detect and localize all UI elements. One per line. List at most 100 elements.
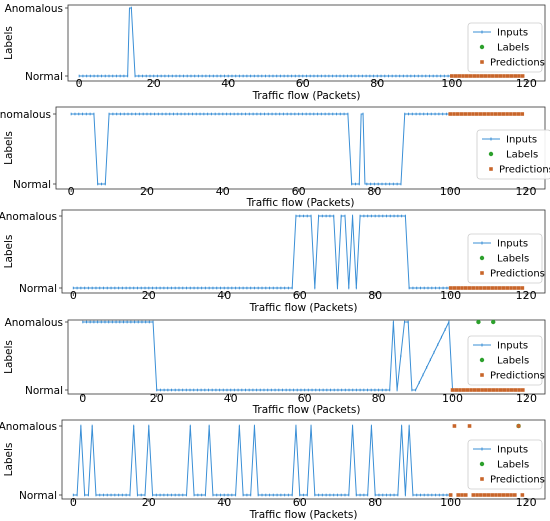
y-tick-label-anomalous: Anomalous	[5, 3, 63, 15]
predictions-point	[448, 286, 453, 290]
chart-panel-4: 0 20 40 60 80 100 120 Normal Anomalous Traffic fl…	[3, 317, 546, 416]
predictions-point	[450, 388, 455, 392]
predictions-point	[461, 388, 466, 392]
legend-predictions-swatch	[480, 477, 484, 481]
y-tick-label-normal: Normal	[13, 179, 51, 191]
predictions-point	[505, 493, 510, 497]
predictions-point	[460, 493, 464, 497]
predictions-point	[520, 493, 525, 497]
predictions-point	[454, 388, 459, 392]
predictions-point	[502, 74, 506, 78]
predictions-point	[474, 112, 479, 116]
x-tick-label: 60	[293, 289, 307, 302]
axes-frame	[61, 209, 546, 294]
predictions-point	[456, 493, 461, 497]
x-axis-label: Traffic flow (Packets)	[246, 197, 355, 209]
predictions-point	[484, 388, 488, 392]
legend: Inputs Labels Predictions	[467, 439, 545, 490]
x-tick-label: 100	[442, 392, 463, 405]
legend-predictions-label: Predictions	[490, 269, 545, 280]
legend-inputs-label: Inputs	[497, 239, 528, 250]
legend-labels-label: Labels	[497, 356, 529, 367]
predictions-point	[502, 388, 507, 392]
predictions-point	[459, 112, 464, 116]
predictions-point	[469, 388, 473, 392]
predictions-point	[493, 112, 498, 116]
predictions-point	[478, 112, 483, 116]
predictions-point	[491, 74, 495, 78]
legend-predictions-swatch	[480, 373, 484, 377]
predictions-point	[490, 493, 494, 497]
predictions-point	[509, 74, 514, 78]
axes-frame	[61, 419, 546, 500]
predictions-point	[472, 388, 477, 392]
predictions-point	[505, 286, 510, 290]
predictions-point	[471, 493, 476, 497]
x-tick-label: 60	[293, 496, 307, 509]
predictions-point	[509, 388, 514, 392]
predictions-point	[509, 286, 513, 290]
predictions-point	[486, 286, 491, 290]
predictions-point	[497, 493, 502, 497]
inputs-series-line	[73, 215, 451, 289]
predictions-point	[494, 286, 498, 290]
predictions-point	[494, 493, 498, 497]
x-tick-label: 0	[68, 185, 75, 198]
predictions-point	[501, 112, 506, 116]
legend-predictions-label: Predictions	[490, 371, 545, 382]
x-tick-label: 120	[516, 185, 537, 198]
legend-inputs-label: Inputs	[497, 28, 528, 39]
y-tick-label-normal: Normal	[25, 71, 63, 83]
legend-labels-swatch	[488, 151, 494, 157]
predictions-point	[468, 74, 473, 78]
legend-labels-swatch	[479, 255, 485, 261]
x-tick-label: 40	[224, 392, 238, 405]
legend-labels-label: Labels	[497, 43, 529, 54]
predictions-point	[472, 74, 476, 78]
y-tick-label-anomalous: Anomalous	[0, 211, 57, 223]
predictions-point	[475, 493, 479, 497]
x-axis-label: Traffic flow (Packets)	[252, 404, 361, 416]
predictions-point	[464, 74, 469, 78]
predictions-point	[482, 286, 487, 290]
x-tick-label: 80	[368, 496, 382, 509]
predictions-point	[495, 388, 499, 392]
predictions-point	[513, 493, 517, 497]
x-tick-label: 120	[516, 496, 537, 509]
predictions-point	[501, 493, 506, 497]
predictions-point	[479, 286, 483, 290]
x-tick-label: 80	[370, 77, 384, 90]
predictions-point	[487, 74, 491, 78]
chart-panel-3: 0 20 40 60 80 100 120 Normal Anomalous Traffic fl…	[0, 209, 546, 314]
legend-box	[467, 233, 543, 284]
predictions-point	[467, 424, 472, 428]
predictions-point	[516, 112, 521, 116]
predictions-point	[494, 74, 499, 78]
predictions-point	[475, 286, 479, 290]
x-tick-label: 0	[76, 77, 83, 90]
x-tick-label: 40	[216, 185, 230, 198]
predictions-point	[513, 74, 517, 78]
predictions-point	[487, 388, 492, 392]
legend: Inputs Labels Predictions	[467, 233, 545, 284]
predictions-point	[467, 112, 471, 116]
predictions-point	[520, 112, 525, 116]
legend-predictions-swatch	[489, 167, 493, 171]
predictions-point	[456, 286, 461, 290]
predictions-point	[513, 388, 518, 392]
legend: Inputs Labels Predictions	[467, 335, 545, 386]
x-tick-label: 40	[221, 77, 235, 90]
x-tick-label: 100	[441, 77, 462, 90]
x-tick-label: 120	[516, 77, 537, 90]
x-tick-label: 20	[150, 392, 164, 405]
labels-point	[491, 319, 496, 325]
predictions-point	[458, 388, 462, 392]
legend-labels-label: Labels	[497, 254, 529, 265]
predictions-point	[486, 493, 491, 497]
predictions-point	[448, 112, 453, 116]
legend-box	[467, 439, 543, 490]
legend-box	[476, 129, 550, 180]
x-axis-label: Traffic flow (Packets)	[249, 509, 358, 521]
predictions-point	[497, 286, 502, 290]
